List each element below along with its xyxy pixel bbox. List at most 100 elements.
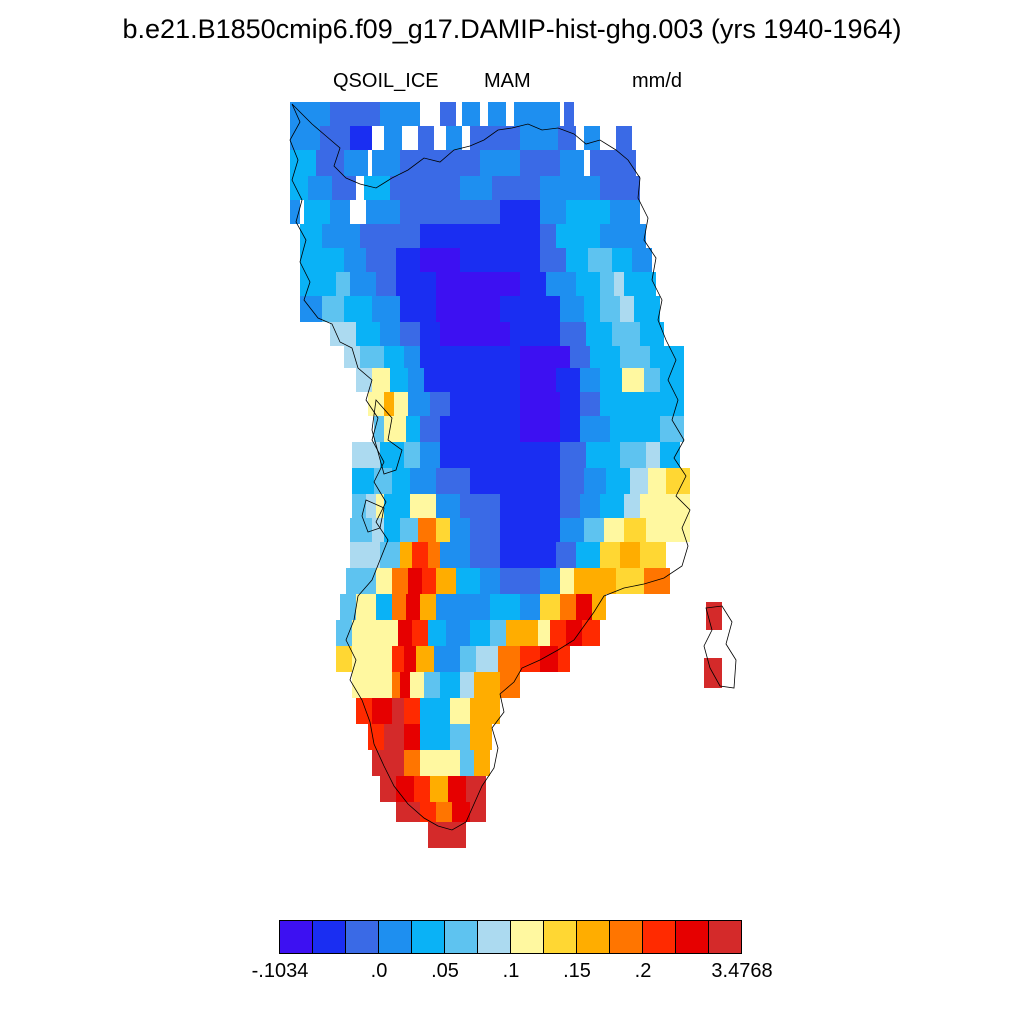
- map-cell: [356, 322, 380, 346]
- map-cell: [566, 200, 610, 224]
- colorbar-tick-label: 3.4768: [711, 960, 773, 982]
- map-cell: [420, 224, 460, 248]
- map-cell: [308, 176, 332, 200]
- map-cell: [556, 224, 600, 248]
- colorbar-swatch: [675, 920, 709, 954]
- map-cell: [600, 272, 614, 296]
- map-cell: [560, 416, 580, 442]
- map-cell: [520, 150, 560, 176]
- map-cell: [352, 672, 372, 698]
- map-cell: [448, 776, 466, 802]
- map-cell: [410, 468, 436, 494]
- map-cell: [336, 272, 350, 296]
- map-cell: [460, 672, 474, 698]
- map-cell: [456, 594, 490, 620]
- map-cell: [660, 494, 690, 518]
- map-cell: [380, 542, 400, 568]
- map-cell: [392, 568, 408, 594]
- map-cell: [400, 672, 410, 698]
- map-cell: [406, 594, 420, 620]
- map-cell: [510, 322, 560, 346]
- colorbar-tick-label: .0: [370, 960, 388, 982]
- map-cell: [540, 594, 560, 620]
- map-cell: [600, 368, 622, 392]
- map-cell: [400, 542, 412, 568]
- map-cell: [520, 594, 540, 620]
- map-cell: [322, 224, 360, 248]
- map-cell: [408, 392, 430, 416]
- map-cell: [290, 126, 320, 150]
- colorbar-tick-label: .1: [502, 960, 520, 982]
- map-cell: [470, 518, 500, 542]
- map-cell: [408, 568, 422, 594]
- map-cell: [586, 442, 620, 468]
- map-cell: [448, 822, 466, 848]
- map-cell: [396, 272, 436, 296]
- map-cell: [556, 368, 580, 392]
- map-cell: [620, 542, 640, 568]
- map-cell: [616, 126, 632, 150]
- map-cell: [560, 494, 580, 518]
- map-cell: [612, 322, 640, 346]
- map-cell: [400, 518, 418, 542]
- map-cell: [384, 392, 394, 416]
- map-cell: [550, 620, 566, 646]
- map-cell: [330, 102, 380, 126]
- colorbar-swatch: [609, 920, 643, 954]
- map-cell: [514, 102, 560, 126]
- colorbar: [279, 920, 742, 954]
- map-cell: [560, 468, 584, 494]
- map-cell: [520, 346, 570, 368]
- map-cell: [624, 272, 656, 296]
- variable-label: QSOIL_ICE: [333, 70, 439, 92]
- colorbar-swatch: [378, 920, 412, 954]
- colorbar-swatch: [345, 920, 379, 954]
- map-cell: [560, 322, 586, 346]
- map-cell: [300, 272, 336, 296]
- map-cell: [614, 272, 624, 296]
- map-cell: [500, 568, 540, 594]
- map-cell: [300, 248, 344, 272]
- map-cell: [620, 296, 634, 322]
- map-cell: [352, 442, 380, 468]
- map-cell: [408, 368, 424, 392]
- map-cell: [646, 518, 690, 542]
- map-cell: [420, 698, 450, 724]
- colorbar-swatch: [477, 920, 511, 954]
- map-cell: [470, 724, 492, 750]
- map-cell: [290, 200, 300, 224]
- map-cell: [350, 272, 376, 296]
- colorbar-swatch: [279, 920, 313, 954]
- map-cell: [498, 646, 520, 672]
- map-cell: [500, 494, 560, 518]
- map-cell: [420, 442, 440, 468]
- map-cell: [634, 296, 660, 322]
- map-cell: [344, 248, 366, 272]
- map-cell: [460, 272, 520, 296]
- map-cell: [440, 150, 480, 176]
- map-cell: [376, 594, 392, 620]
- map-cell: [380, 442, 404, 468]
- map-cell: [586, 322, 612, 346]
- map-cell: [424, 368, 450, 392]
- map-cell: [440, 542, 470, 568]
- map-cell: [368, 392, 384, 416]
- map-cell: [450, 392, 520, 416]
- map-cell: [450, 724, 470, 750]
- map-cell: [436, 594, 456, 620]
- map-cell: [480, 568, 500, 594]
- map-cell: [558, 646, 570, 672]
- map-cell: [520, 272, 546, 296]
- map-cell: [406, 416, 420, 442]
- map-cell: [520, 126, 558, 150]
- map-cell: [564, 102, 574, 126]
- map-cell: [420, 346, 440, 368]
- map-cell: [404, 346, 420, 368]
- map-cell: [436, 468, 470, 494]
- map-cell: [378, 620, 398, 646]
- map-cell: [380, 102, 420, 126]
- map-cell: [440, 200, 500, 224]
- colorbar-swatch: [312, 920, 346, 954]
- grid-cells: [290, 102, 722, 848]
